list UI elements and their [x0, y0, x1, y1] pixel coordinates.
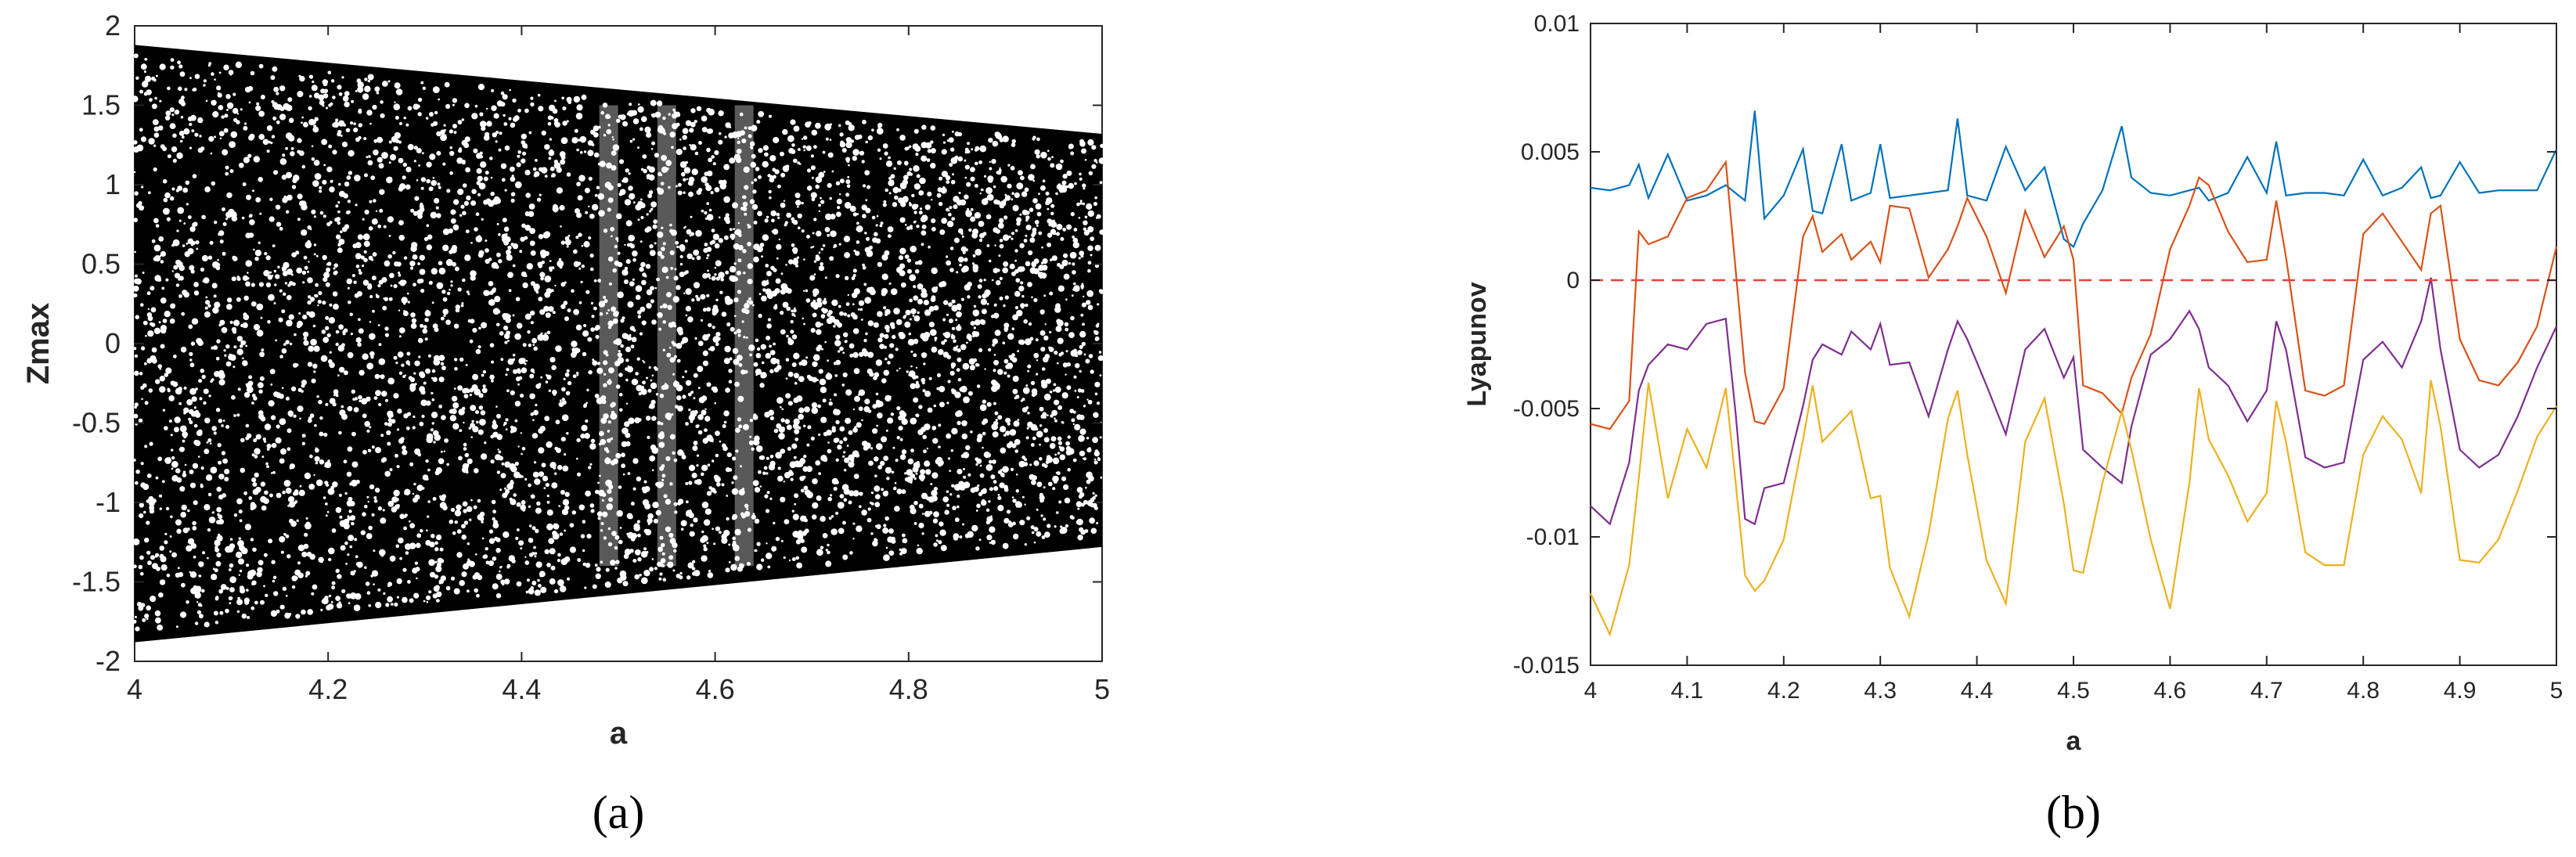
panel-b-ytick-label: -0.005	[1513, 396, 1580, 422]
panel-b-xtick-label: 4.2	[1767, 678, 1800, 704]
panel-b-y-label: Lyapunov	[1462, 282, 1492, 406]
panel-b-ytick-label: -0.015	[1513, 653, 1580, 679]
panel-b-xtick-label: 4.8	[2347, 678, 2380, 704]
panel-b-xtick-label: 4.3	[1864, 678, 1897, 704]
panel-a-xtick-label: 4.6	[696, 673, 735, 705]
panel-a-ytick-label: -1.5	[72, 566, 121, 598]
light-band-0	[599, 105, 618, 567]
panel-a-ytick-label: 0	[105, 327, 121, 359]
panel-a-ytick-label: 2	[105, 9, 121, 41]
panel-a-bifurcation: 4 4.2 4.4 4.6 4.8 5 2 1.5 1 0.5 0 -0.5 -1 -1.5 -2 a Zm…	[21, 9, 1110, 838]
panel-b-axes-box	[1590, 23, 2557, 666]
bifurcation-point-cloud	[132, 45, 1105, 643]
light-band-2	[734, 105, 754, 567]
panel-b-xtick-label: 4.7	[2250, 678, 2283, 704]
panel-b-xtick-label: 5	[2550, 678, 2563, 704]
panel-a-ytick-label: -0.5	[72, 407, 121, 439]
lyapunov-series-2	[1590, 159, 2558, 430]
panel-a-ytick-label: 1	[105, 168, 121, 200]
panel-a-ytick-label: -2	[95, 645, 121, 677]
panel-a-x-label: a	[610, 716, 628, 751]
panel-b-xtick-label: 4.9	[2444, 678, 2477, 704]
lyapunov-series-3	[1590, 277, 2557, 526]
panel-a-xtick-label: 4.2	[308, 673, 348, 705]
panel-b-ytick-label: 0.01	[1534, 11, 1580, 37]
lyapunov-series-1	[1590, 110, 2557, 249]
panel-b-lyapunov: 4 4.1 4.2 4.3 4.4 4.5 4.6 4.7 4.8 4.9 5 0.01 0.005 0 -…	[1462, 11, 2563, 838]
panel-b-xtick-label: 4.1	[1671, 678, 1704, 704]
lyapunov-lines	[1590, 110, 2558, 637]
panel-a-caption: (a)	[593, 787, 645, 838]
panel-b-xtick-label: 4.5	[2057, 678, 2090, 704]
panel-b-x-label: a	[2066, 726, 2082, 756]
panel-b-xtick-label: 4.6	[2154, 678, 2187, 704]
panel-a-ytick-label: 0.5	[81, 248, 121, 280]
panel-b-xtick-label: 4	[1584, 678, 1598, 704]
light-band-1	[657, 105, 676, 567]
panel-a-xtick-label: 4.8	[889, 673, 928, 705]
panel-b-ytick-label: 0	[1566, 268, 1580, 293]
point-cloud-speckle	[132, 53, 1105, 632]
lyapunov-series-4	[1590, 380, 2557, 637]
panel-a-ytick-label: 1.5	[81, 89, 121, 121]
panel-b-ytick-label: -0.01	[1526, 524, 1580, 550]
panel-a-y-label: Zmax	[21, 303, 56, 385]
panel-a-xtick-label: 4	[127, 673, 142, 705]
panel-b-ticks: 4 4.1 4.2 4.3 4.4 4.5 4.6 4.7 4.8 4.9 5 0.01 0.005 0 -…	[1513, 11, 2563, 704]
panel-b-ytick-label: 0.005	[1521, 139, 1580, 165]
panel-b-xtick-label: 4.4	[1961, 678, 1994, 704]
panel-a-xtick-label: 5	[1094, 673, 1110, 705]
panel-b-caption: (b)	[2046, 787, 2101, 838]
panel-a-xtick-label: 4.4	[502, 673, 541, 705]
panel-a-ytick-label: -1	[95, 486, 121, 518]
panel-a-ticks: 4 4.2 4.4 4.6 4.8 5 2 1.5 1 0.5 0 -0.5 -1 -1.5 -2	[72, 9, 1110, 705]
